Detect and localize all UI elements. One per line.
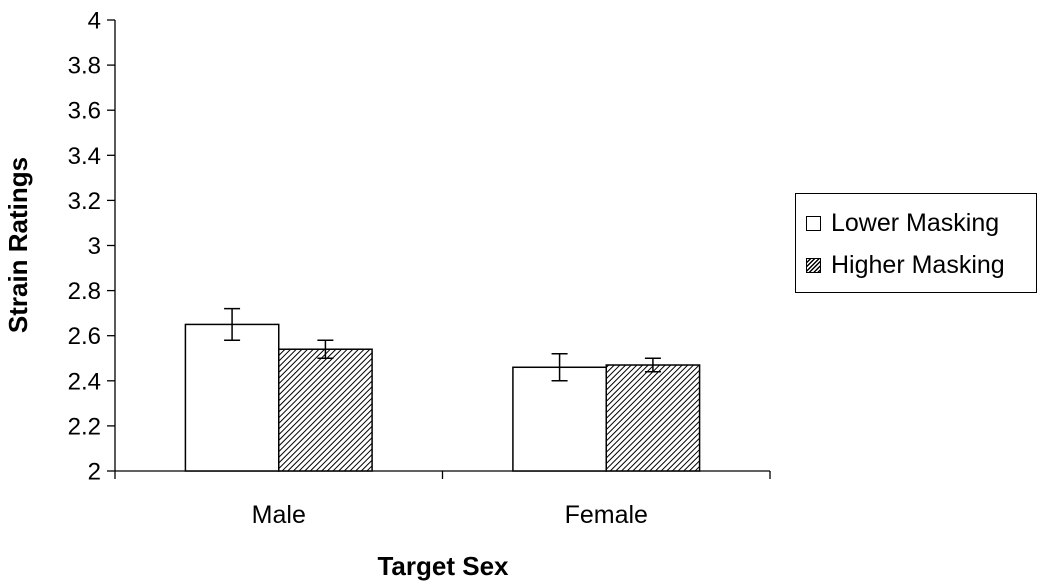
y-tick-label: 2.4 [68,368,101,395]
y-axis: 2 2.2 2.4 2.6 2.8 3 3.2 3.4 3.6 3.8 4 [68,8,116,486]
legend: Lower Masking Higher Masking [795,193,1037,293]
bar-lower-masking [184,323,280,472]
legend-label-higher-masking: Higher Masking [831,250,1005,279]
legend-item-lower-masking: Lower Masking [806,208,999,238]
legend-label-lower-masking: Lower Masking [831,208,1000,237]
y-tick-label: 3 [88,233,101,260]
y-tick-label: 2 [88,459,101,486]
x-axis-title: Target Sex [377,551,509,581]
bar-higher-masking [278,348,373,472]
x-category-label: Male [252,501,306,529]
x-category-label: Female [565,501,648,529]
legend-swatch-higher-masking [806,257,821,273]
y-tick-label: 2.6 [68,323,101,350]
y-tick-label: 2.2 [68,413,101,440]
y-tick-label: 3.8 [68,53,101,80]
y-tick-label: 4 [88,8,101,35]
y-axis-title: Strain Ratings [3,157,33,333]
bar-higher-masking [605,364,701,472]
y-tick-label: 3.4 [68,143,101,170]
y-tick-label: 2.8 [68,278,101,305]
bars [184,307,701,472]
y-tick-label: 3.2 [68,188,101,215]
bar-lower-masking [512,366,607,472]
x-axis: Male Female [114,470,771,529]
legend-swatch-lower-masking [806,215,821,231]
legend-item-higher-masking: Higher Masking [806,250,1005,280]
y-tick-label: 3.6 [68,98,101,125]
